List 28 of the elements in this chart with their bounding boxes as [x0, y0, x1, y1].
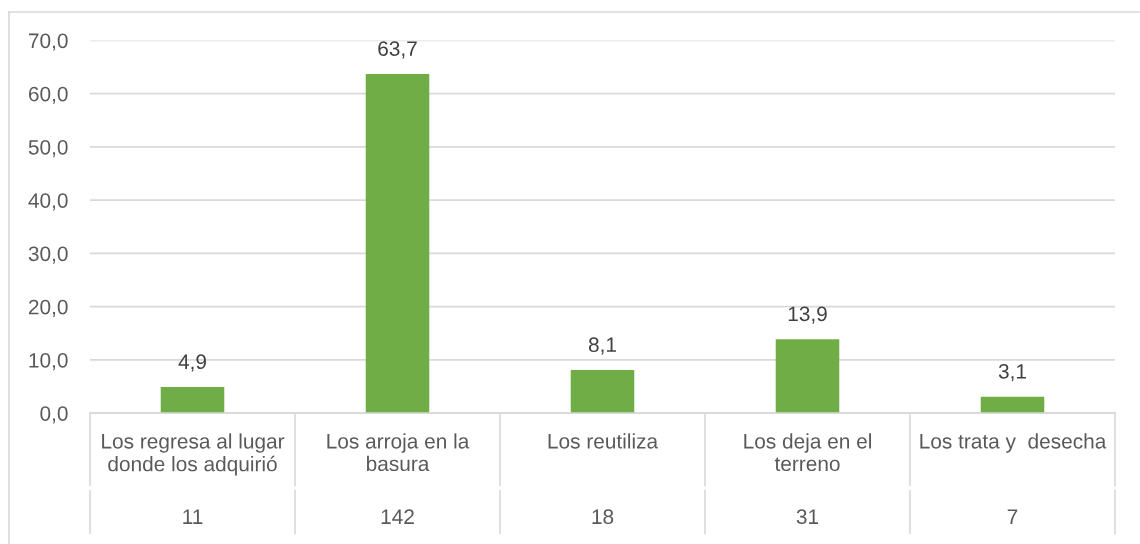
data-label: 8,1 — [588, 337, 616, 355]
text: 7 — [1007, 509, 1018, 524]
x-tick-label: Los deja en el terreno — [744, 433, 871, 472]
bar — [980, 396, 1045, 414]
data-label: 3,1 — [998, 363, 1026, 382]
data-label: 13,9 — [788, 306, 827, 324]
y-tick-label: 30,0 — [28, 246, 68, 264]
y-tick-label: 40,0 — [28, 193, 68, 211]
y-tick-label: 50,0 — [28, 139, 68, 158]
text: 31 — [796, 509, 819, 525]
bar — [160, 387, 225, 414]
data-label: 63,7 — [378, 41, 417, 59]
text: 142 — [381, 509, 414, 524]
y-tick-label: 10,0 — [29, 352, 68, 371]
x-tick-label: Los trata y desecha — [920, 433, 1107, 453]
data-label: 4,9 — [178, 354, 206, 372]
y-tick-label: 70,0 — [29, 33, 68, 51]
x-tick-label: Los reutiliza — [548, 433, 659, 449]
y-tick-label: 20,0 — [28, 299, 68, 317]
text: 11 — [183, 509, 203, 524]
y-tick-label: 0,0 — [40, 406, 68, 424]
bar — [570, 370, 635, 414]
bar — [775, 339, 840, 414]
x-tick-label: Los arroja en la basura — [327, 433, 470, 472]
text: 18 — [592, 509, 614, 525]
bar — [365, 73, 430, 414]
x-tick-label: Los regresa al lugar donde los adquirió — [102, 433, 285, 476]
y-tick-label: 60,0 — [28, 86, 68, 104]
